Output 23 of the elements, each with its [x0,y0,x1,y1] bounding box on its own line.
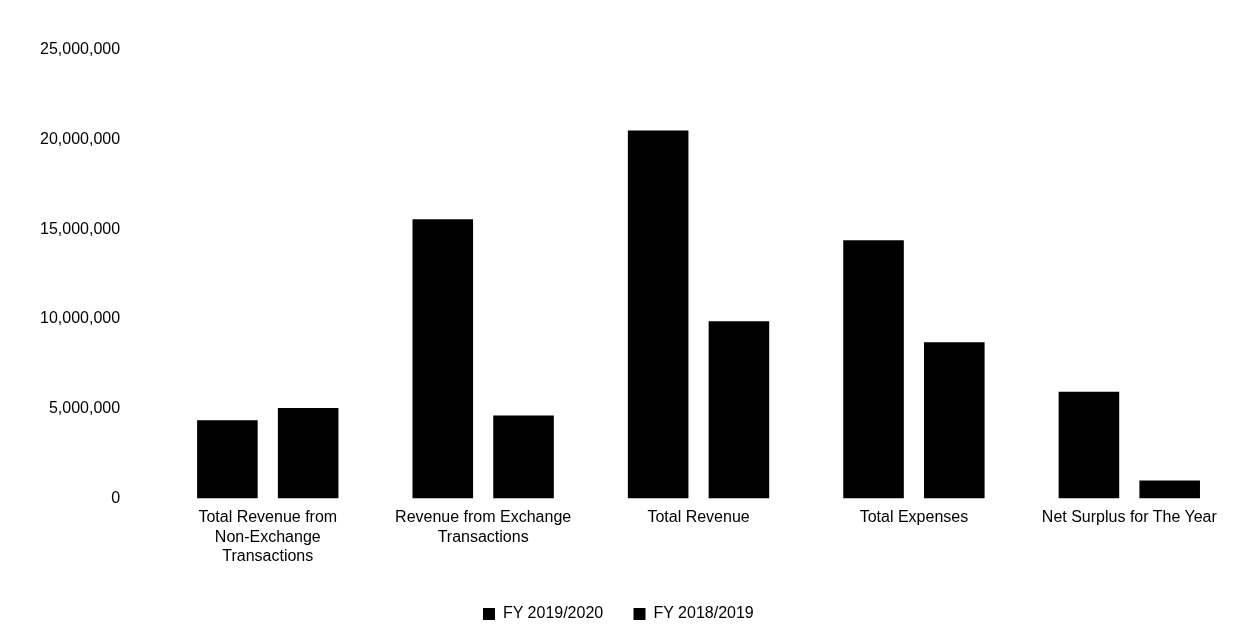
legend-label: FY 2018/2019 [653,604,754,622]
y-tick-label: 0 [111,488,121,506]
bar [1058,391,1120,499]
x-tick-label: Total Revenue from Non-Exchange Transactions [198,508,338,564]
y-tick-label: 15,000,000 [40,219,121,237]
bar [843,240,904,499]
y-tick-label: 25,000,000 [40,40,121,58]
bar [627,130,689,499]
legend-label: FY 2019/2020 [502,604,604,622]
bar [412,219,474,499]
y-tick-label: 5,000,000 [48,399,121,417]
bar [197,420,258,499]
bar [277,407,339,499]
bar [924,342,985,499]
bar [708,321,770,499]
x-tick-label: Total Revenue [647,508,750,526]
y-tick-label: 10,000,000 [40,309,121,327]
bar [493,415,554,499]
x-tick-label: Total Expenses [859,508,969,526]
y-tick-label: 20,000,000 [40,129,121,147]
x-tick-label: Net Surplus for The Year [1041,508,1218,526]
bar [1139,480,1200,499]
x-tick-label: Revenue from Exchange Transactions [395,508,572,545]
